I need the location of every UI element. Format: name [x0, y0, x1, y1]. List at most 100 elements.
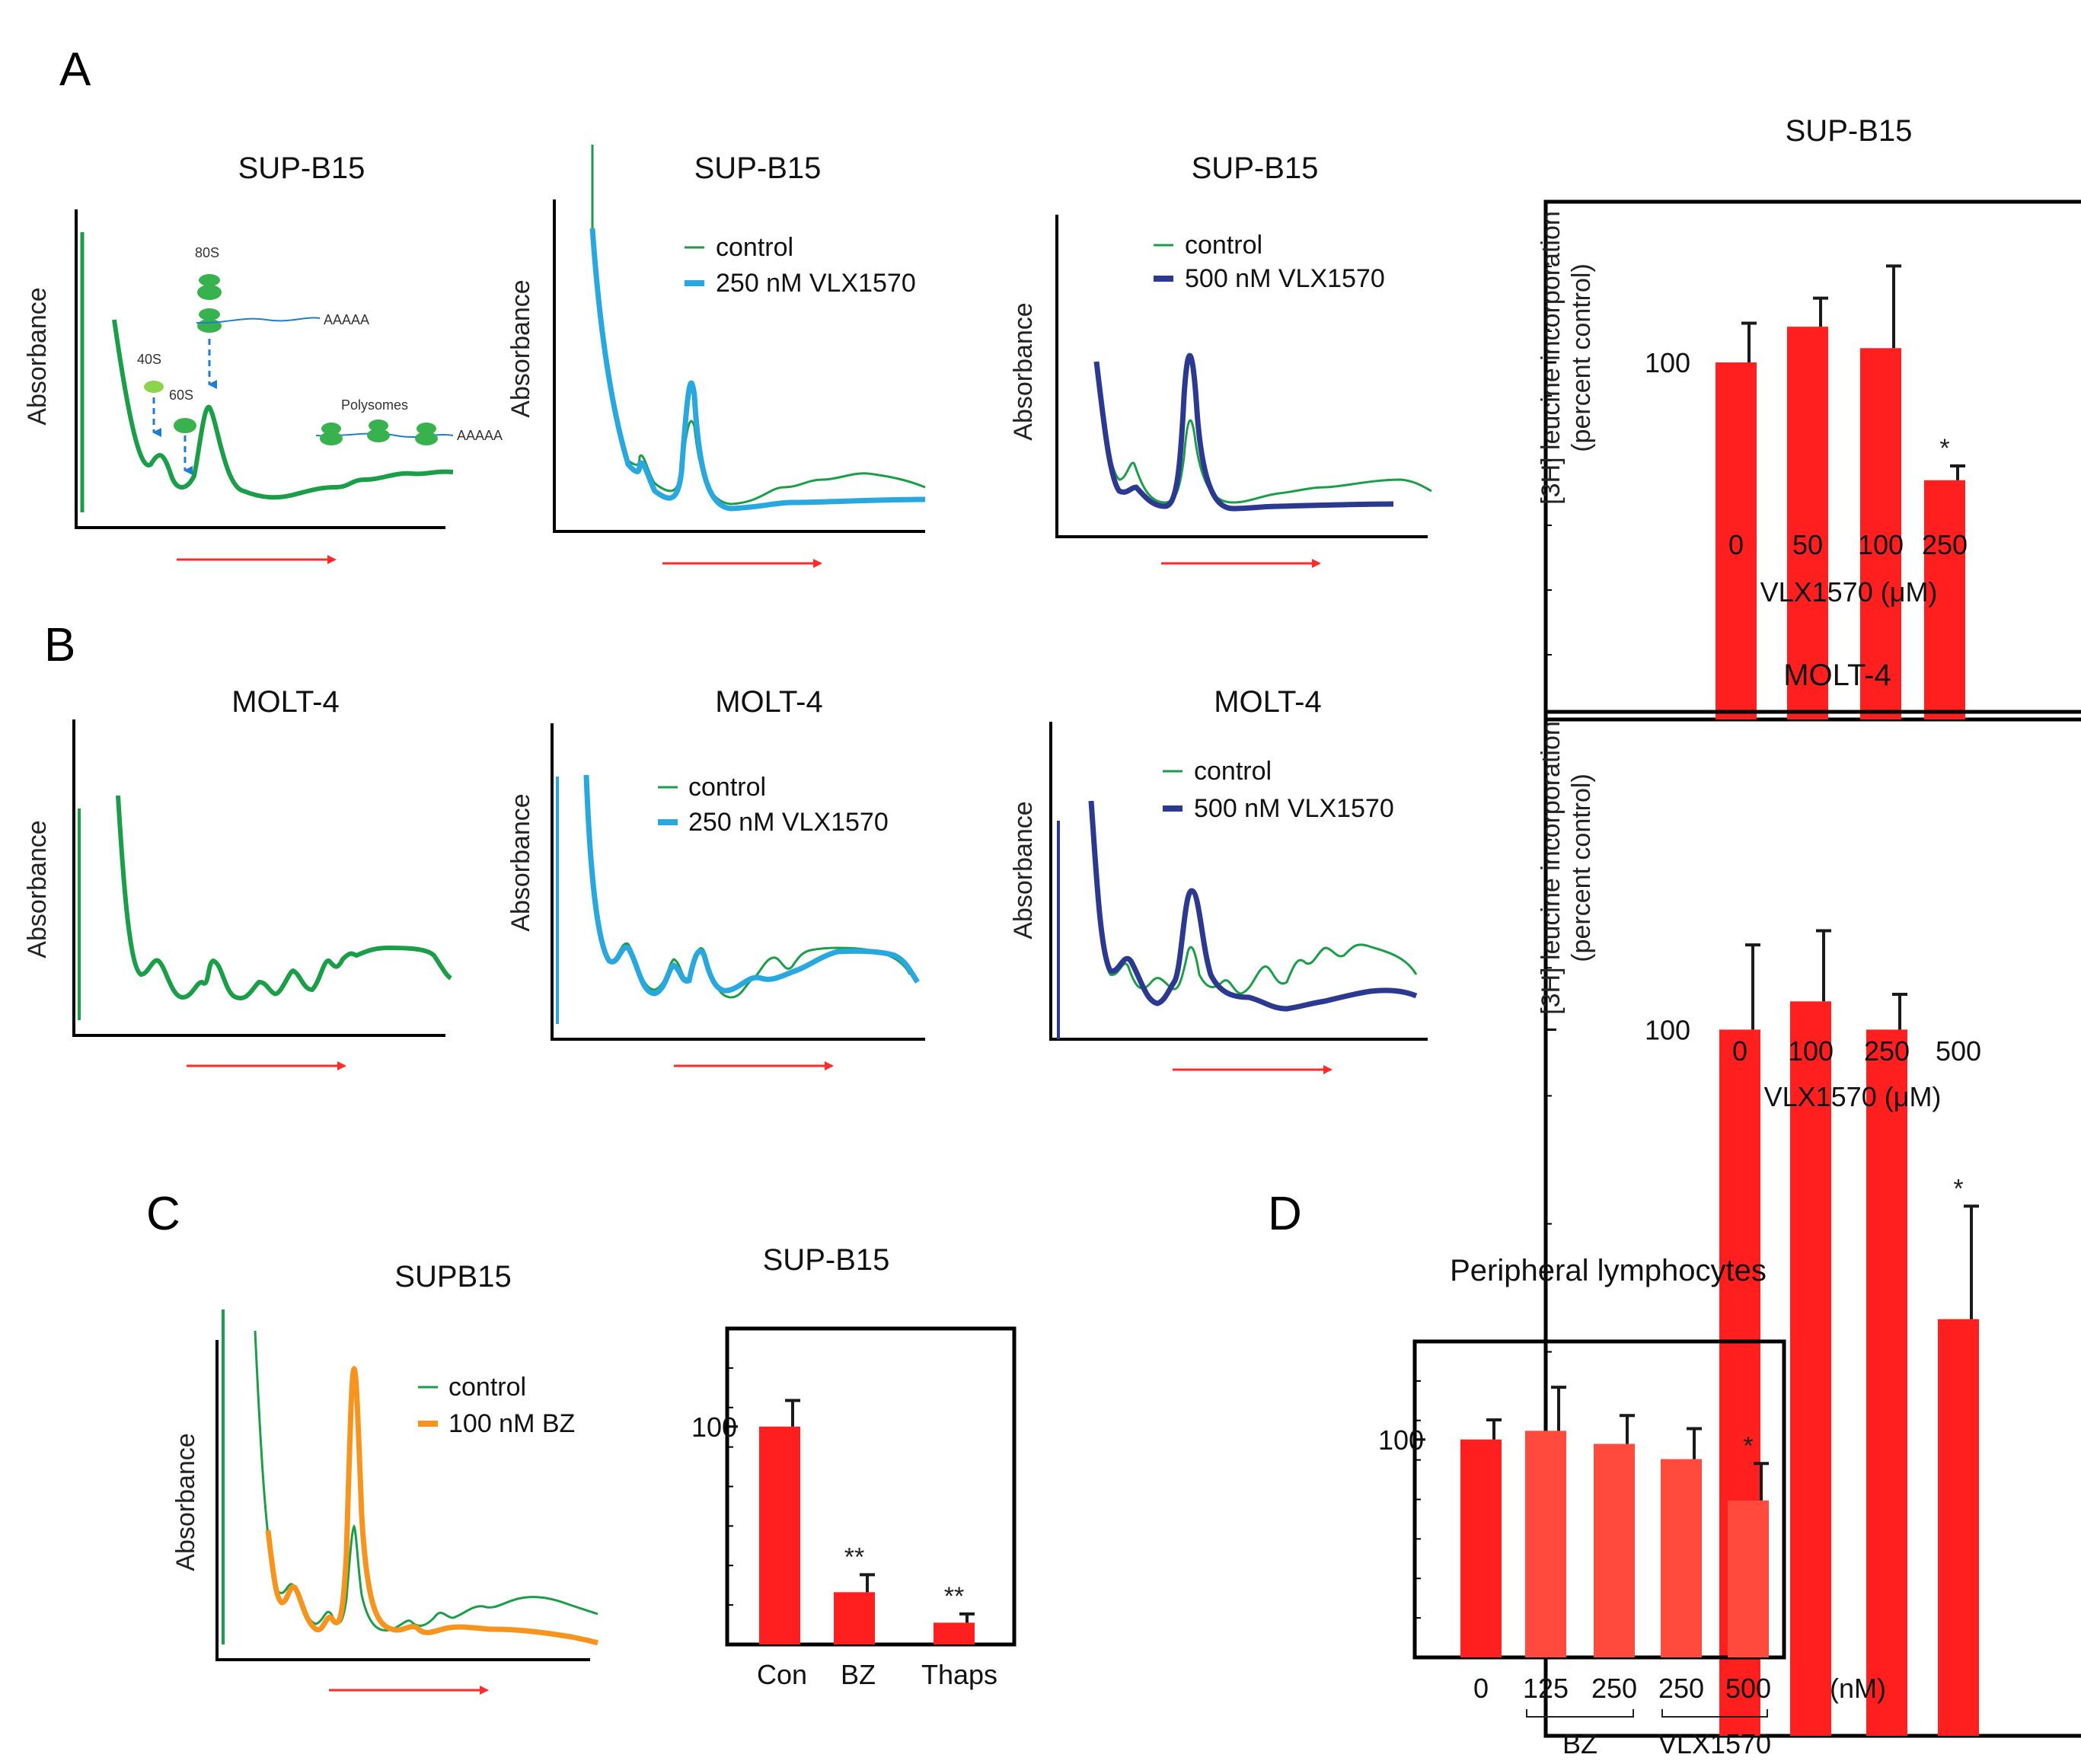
- c2-ytick-label: 100: [691, 1412, 737, 1443]
- a4-xlabel: VLX1570 (μM): [1760, 576, 1938, 608]
- polysome-polya-label: AAAAA: [457, 428, 503, 443]
- profile-a2-legend-control: control: [716, 233, 793, 262]
- polysome-ribosome-2-icon: [369, 419, 388, 432]
- profile-b3-treated-line: [1088, 800, 1418, 1012]
- profile-b3-control-line: [1090, 800, 1418, 995]
- panel-label-d: D: [1268, 1188, 1302, 1240]
- b4-annotation-3: *: [1953, 1174, 1963, 1203]
- d-bar-3: [1661, 1459, 1702, 1657]
- mrna-strand: [196, 317, 321, 324]
- profile-a3-ylabel: Absorbance: [1009, 302, 1038, 440]
- d-bar-2: [1594, 1443, 1635, 1657]
- c2-bar-1: [834, 1592, 875, 1644]
- profile-b2-legend-control: control: [688, 773, 766, 802]
- d-category-label-0: 0: [1473, 1673, 1489, 1704]
- ribosome-80s-large-icon: [197, 285, 222, 300]
- bar-chart-a4: 100 SUP-B15 [3H] leucine incorporation (per…: [1537, 114, 2081, 722]
- d-category-label-4: 500: [1725, 1673, 1771, 1704]
- ribosome-80s-mrna-large-icon: [197, 319, 222, 333]
- profile-a3-legend-control: control: [1185, 231, 1262, 260]
- b4-category-label-2: 250: [1864, 1035, 1910, 1067]
- a4-category-label-2: 100: [1858, 529, 1904, 560]
- profile-b2-treated-line: [583, 774, 920, 997]
- subunit-60s-icon: [174, 418, 196, 433]
- b4-title: MOLT-4: [1783, 659, 1891, 692]
- profile-a2: SUP-B15 Absorbance control 250 nM VLX157…: [506, 145, 926, 568]
- profile-c1-legend-control: control: [448, 1373, 526, 1402]
- profile-b3-axes: [1049, 722, 1428, 1041]
- c2-bar-0: [759, 1426, 800, 1644]
- profile-a3-treated-line: [1093, 352, 1394, 512]
- profile-a2-title: SUP-B15: [694, 152, 822, 185]
- bar-chart-d: 100 Peripheral lymphocytes 0 125 250 250 * 500 (…: [1378, 1254, 1886, 1759]
- d-group-label-1: VLX1570: [1658, 1728, 1771, 1759]
- ribosome-diagram: 80S AAAAA 40S 60S Polysomes AAAAA: [137, 245, 503, 475]
- panel-label-a: A: [59, 43, 91, 96]
- profile-a2-treated-line: [589, 228, 926, 512]
- profile-a2-legend-treated: 250 nM VLX1570: [716, 269, 916, 298]
- profile-b1-title: MOLT-4: [231, 685, 340, 719]
- profile-b1-ylabel: Absorbance: [23, 820, 52, 958]
- profile-b2-axes: [551, 723, 925, 1041]
- d-bar-0: [1460, 1439, 1502, 1657]
- profile-b3-title: MOLT-4: [1214, 685, 1322, 719]
- polysome-ribosome-1b-icon: [320, 432, 343, 445]
- a4-ytick-label: 100: [1645, 347, 1690, 378]
- b4-category-label-1: 100: [1788, 1035, 1834, 1067]
- profile-b1: MOLT-4 Absorbance: [23, 685, 452, 1070]
- polysome-ribosome-3-icon: [417, 423, 436, 435]
- d-bar-4: [1728, 1500, 1769, 1657]
- a4-ylabel-line2: (percent control): [1567, 263, 1596, 452]
- profile-c1: SUPB15 Absorbance control 100 nM BZ: [171, 1260, 599, 1695]
- b4-bar-2: [1866, 1029, 1907, 1736]
- profile-c1-control-line: [254, 1330, 598, 1632]
- a4-bar-3: [1924, 480, 1965, 719]
- b4-category-label-3: 500: [1936, 1035, 1981, 1067]
- profile-a3-axes: [1055, 215, 1428, 538]
- profile-b2: MOLT-4 Absorbance control 250 nM VLX1570: [506, 685, 925, 1070]
- b4-ylabel-line1: [3H] leucine incorporation: [1537, 721, 1566, 1015]
- profile-b1-axes: [72, 719, 445, 1037]
- d-unit-label: (nM): [1830, 1673, 1886, 1704]
- polysome-ribosome-3b-icon: [415, 432, 438, 445]
- profile-c1-treated-line: [265, 1365, 599, 1646]
- d-category-label-1: 125: [1523, 1673, 1569, 1704]
- a4-title: SUP-B15: [1786, 114, 1913, 148]
- d-category-label-2: 250: [1591, 1673, 1637, 1704]
- bar-chart-c2: 100 SUP-B15 Con ** BZ ** Thaps: [691, 1243, 1017, 1690]
- profile-c1-legend-treated: 100 nM BZ: [448, 1409, 575, 1438]
- a4-category-label-0: 0: [1728, 529, 1744, 560]
- d-ytick-label: 100: [1378, 1424, 1424, 1456]
- c2-annotation-2: **: [944, 1582, 964, 1611]
- b4-bar-1: [1790, 1001, 1831, 1736]
- label-40s: 40S: [137, 352, 161, 367]
- label-polysomes: Polysomes: [341, 397, 408, 413]
- profile-b2-legend-treated: 250 nM VLX1570: [688, 808, 889, 837]
- b4-category-label-0: 0: [1732, 1035, 1747, 1067]
- d-group-label-0: BZ: [1562, 1728, 1597, 1759]
- a4-category-label-3: 250: [1922, 529, 1968, 560]
- profile-a3: SUP-B15 Absorbance control 500 nM VLX157…: [1009, 152, 1432, 568]
- profile-b3-legend-control: control: [1194, 757, 1272, 786]
- c2-category-label-2: Thaps: [921, 1659, 997, 1690]
- polysome-ribosome-2b-icon: [367, 429, 390, 442]
- profile-b1-control-line: [116, 795, 452, 1000]
- d-group-bracket-1: [1661, 1709, 1768, 1718]
- d-category-label-3: 250: [1658, 1673, 1704, 1704]
- profile-a1: SUP-B15 Absorbance 80S AAAAA 40S 60S Pol…: [23, 152, 503, 564]
- profile-a1-ylabel: Absorbance: [23, 287, 52, 425]
- profile-a2-control-line: [591, 145, 926, 506]
- profile-b2-title: MOLT-4: [715, 685, 823, 719]
- b4-xlabel: VLX1570 (μM): [1764, 1081, 1942, 1112]
- profile-b3-legend-treated: 500 nM VLX1570: [1194, 794, 1394, 823]
- a4-bar-1: [1787, 327, 1828, 719]
- b4-bar-3: [1938, 1319, 1979, 1736]
- profile-b3: MOLT-4 Absorbance control 500 nM VLX1570: [1009, 685, 1428, 1074]
- c2-annotation-1: **: [844, 1542, 864, 1571]
- label-80s: 80S: [195, 245, 219, 260]
- c2-category-label-0: Con: [757, 1659, 807, 1690]
- d-title: Peripheral lymphocytes: [1450, 1254, 1767, 1287]
- profile-a3-title: SUP-B15: [1192, 152, 1319, 185]
- b4-ylabel-line2: (percent control): [1567, 774, 1596, 962]
- polysome-ribosome-1-icon: [321, 423, 341, 435]
